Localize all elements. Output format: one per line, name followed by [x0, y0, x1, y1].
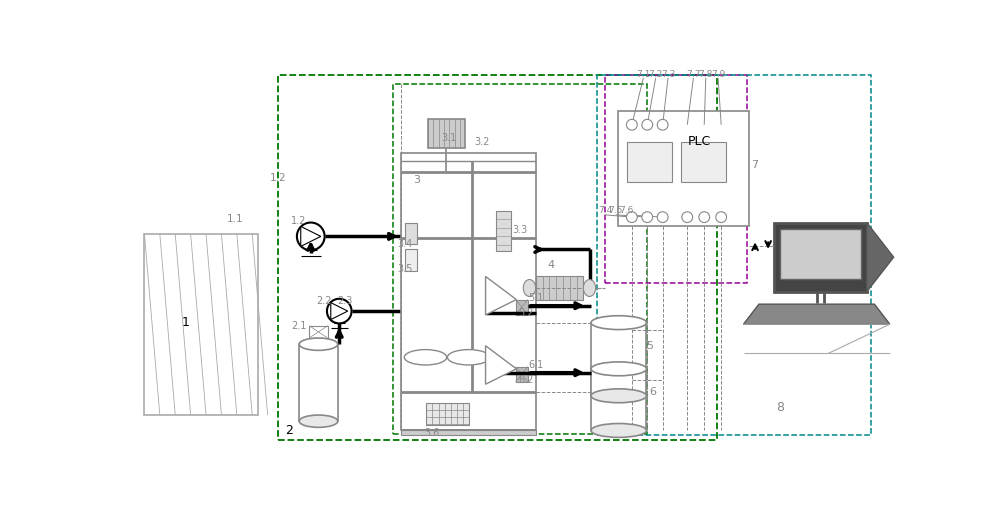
Text: 2.3: 2.3 — [338, 296, 353, 306]
Bar — [309, 325, 328, 338]
Text: 3.5: 3.5 — [397, 264, 412, 274]
Text: 3.4: 3.4 — [397, 239, 412, 249]
Bar — [405, 223, 417, 244]
Text: 7.2: 7.2 — [649, 70, 663, 79]
Text: 7.4: 7.4 — [598, 206, 612, 215]
Text: PLC: PLC — [688, 135, 711, 148]
Ellipse shape — [404, 350, 447, 365]
Ellipse shape — [591, 362, 646, 376]
Text: 1.2: 1.2 — [269, 173, 286, 183]
Text: 3.3: 3.3 — [513, 225, 528, 235]
Text: 3.2: 3.2 — [474, 137, 489, 147]
Text: 5.2: 5.2 — [519, 308, 534, 318]
Polygon shape — [486, 346, 516, 384]
Text: 3.6: 3.6 — [424, 428, 439, 438]
Text: 7.5: 7.5 — [608, 206, 623, 215]
Bar — [591, 369, 646, 430]
Circle shape — [626, 119, 637, 130]
Bar — [496, 211, 511, 251]
Text: 1.1: 1.1 — [227, 213, 244, 224]
Text: 3.1: 3.1 — [442, 133, 457, 143]
Bar — [681, 141, 726, 182]
Circle shape — [699, 212, 710, 223]
Ellipse shape — [591, 316, 646, 330]
Polygon shape — [867, 223, 894, 292]
Ellipse shape — [583, 279, 596, 297]
Text: 1.2: 1.2 — [291, 216, 306, 226]
Polygon shape — [486, 276, 516, 315]
Bar — [605, 75, 747, 282]
Text: 7: 7 — [751, 160, 759, 170]
Ellipse shape — [299, 338, 338, 350]
Circle shape — [297, 223, 325, 250]
Bar — [780, 229, 861, 279]
Polygon shape — [331, 303, 348, 319]
Text: 8: 8 — [776, 401, 784, 414]
Ellipse shape — [591, 389, 646, 403]
Circle shape — [716, 212, 727, 223]
Bar — [278, 75, 717, 441]
Circle shape — [682, 212, 693, 223]
Ellipse shape — [523, 279, 536, 297]
Circle shape — [657, 212, 668, 223]
Polygon shape — [301, 227, 321, 246]
Text: 6.2: 6.2 — [519, 375, 534, 385]
Ellipse shape — [591, 423, 646, 438]
Circle shape — [657, 119, 668, 130]
Bar — [591, 322, 646, 396]
Text: 7.7: 7.7 — [686, 70, 701, 79]
Circle shape — [327, 299, 352, 323]
Text: 3: 3 — [413, 175, 420, 185]
Circle shape — [642, 212, 653, 223]
Text: 1: 1 — [181, 316, 189, 329]
Text: 2: 2 — [285, 424, 293, 437]
Text: 6.1: 6.1 — [528, 360, 543, 370]
Polygon shape — [744, 304, 890, 324]
Circle shape — [626, 212, 637, 223]
Text: 5: 5 — [646, 341, 653, 351]
Text: 4: 4 — [547, 260, 555, 270]
Bar — [627, 141, 672, 182]
Bar — [516, 300, 528, 315]
Ellipse shape — [299, 415, 338, 427]
Text: 7.3: 7.3 — [661, 70, 675, 79]
Text: 7.6: 7.6 — [619, 206, 634, 215]
Text: 2.1: 2.1 — [291, 321, 306, 332]
Bar — [536, 276, 583, 300]
Bar — [774, 223, 867, 292]
Bar — [428, 119, 465, 148]
Bar — [299, 344, 338, 421]
Bar — [426, 404, 469, 425]
Bar — [401, 430, 536, 435]
Bar — [618, 111, 749, 227]
Ellipse shape — [447, 350, 490, 365]
Text: 2.2: 2.2 — [316, 296, 332, 306]
Bar — [405, 249, 417, 271]
Bar — [393, 84, 647, 434]
Circle shape — [642, 119, 653, 130]
Text: 5.1: 5.1 — [528, 293, 543, 303]
Bar — [597, 75, 871, 435]
Text: 7.1: 7.1 — [636, 70, 651, 79]
Text: 6: 6 — [649, 387, 656, 397]
Bar — [401, 153, 536, 430]
Text: 7.8: 7.8 — [699, 70, 713, 79]
Text: 7.9: 7.9 — [711, 70, 725, 79]
Bar — [516, 367, 528, 382]
Bar — [144, 234, 258, 415]
